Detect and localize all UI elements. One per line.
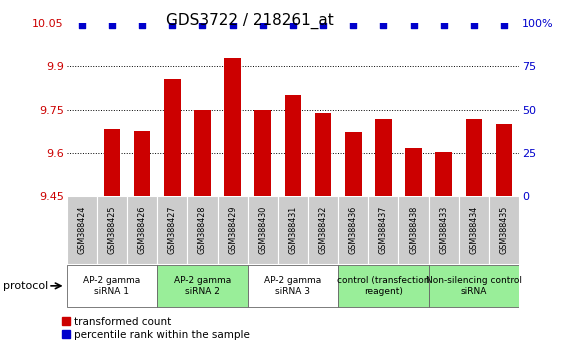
- Point: [288, 22, 298, 28]
- Text: protocol: protocol: [3, 281, 48, 291]
- Point: [137, 22, 147, 28]
- Text: AP-2 gamma
siRNA 2: AP-2 gamma siRNA 2: [174, 276, 231, 296]
- Bar: [134, 131, 150, 196]
- Bar: [436, 152, 452, 196]
- Text: AP-2 gamma
siRNA 3: AP-2 gamma siRNA 3: [264, 276, 321, 296]
- Point: [409, 22, 418, 28]
- Bar: [255, 110, 271, 196]
- FancyBboxPatch shape: [97, 196, 127, 264]
- Point: [379, 22, 388, 28]
- Text: GSM388425: GSM388425: [107, 206, 117, 255]
- Text: GSM388424: GSM388424: [77, 206, 86, 254]
- Text: control (transfection
reagent): control (transfection reagent): [337, 276, 430, 296]
- FancyBboxPatch shape: [187, 196, 218, 264]
- Text: Non-silencing control
siRNA: Non-silencing control siRNA: [426, 276, 522, 296]
- Text: GSM388426: GSM388426: [137, 206, 147, 254]
- Text: GSM388434: GSM388434: [469, 206, 478, 254]
- Point: [469, 22, 478, 28]
- Text: GSM388428: GSM388428: [198, 206, 207, 254]
- Bar: [285, 95, 301, 196]
- Text: GSM388436: GSM388436: [349, 206, 358, 254]
- Text: GSM388429: GSM388429: [228, 206, 237, 255]
- Bar: [104, 130, 120, 196]
- FancyBboxPatch shape: [429, 196, 459, 264]
- Text: GSM388431: GSM388431: [288, 206, 298, 254]
- Text: GSM388430: GSM388430: [258, 206, 267, 254]
- Bar: [194, 110, 211, 196]
- Text: GSM388435: GSM388435: [499, 206, 509, 254]
- Point: [439, 22, 448, 28]
- FancyBboxPatch shape: [218, 196, 248, 264]
- FancyBboxPatch shape: [157, 265, 248, 307]
- Point: [228, 22, 237, 28]
- Text: GSM388427: GSM388427: [168, 206, 177, 255]
- Text: GSM388437: GSM388437: [379, 206, 388, 254]
- Point: [318, 22, 328, 28]
- Text: GSM388432: GSM388432: [318, 206, 328, 254]
- FancyBboxPatch shape: [459, 196, 489, 264]
- FancyBboxPatch shape: [489, 196, 519, 264]
- FancyBboxPatch shape: [398, 196, 429, 264]
- Text: GDS3722 / 218261_at: GDS3722 / 218261_at: [165, 12, 334, 29]
- Bar: [315, 113, 331, 196]
- FancyBboxPatch shape: [338, 196, 368, 264]
- Text: GSM388438: GSM388438: [409, 206, 418, 254]
- Bar: [224, 58, 241, 196]
- FancyBboxPatch shape: [338, 265, 429, 307]
- Legend: transformed count, percentile rank within the sample: transformed count, percentile rank withi…: [63, 317, 249, 340]
- Point: [258, 22, 267, 28]
- Text: AP-2 gamma
siRNA 1: AP-2 gamma siRNA 1: [84, 276, 140, 296]
- Point: [499, 22, 509, 28]
- FancyBboxPatch shape: [248, 196, 278, 264]
- FancyBboxPatch shape: [248, 265, 338, 307]
- Bar: [405, 148, 422, 196]
- FancyBboxPatch shape: [157, 196, 187, 264]
- Point: [349, 22, 358, 28]
- FancyBboxPatch shape: [368, 196, 398, 264]
- FancyBboxPatch shape: [127, 196, 157, 264]
- Bar: [496, 124, 512, 196]
- FancyBboxPatch shape: [67, 196, 97, 264]
- Bar: [164, 79, 180, 196]
- Point: [198, 22, 207, 28]
- Point: [107, 22, 117, 28]
- FancyBboxPatch shape: [429, 265, 519, 307]
- FancyBboxPatch shape: [67, 265, 157, 307]
- Bar: [345, 132, 361, 196]
- Bar: [375, 119, 392, 196]
- Bar: [466, 119, 482, 196]
- FancyBboxPatch shape: [278, 196, 308, 264]
- FancyBboxPatch shape: [308, 196, 338, 264]
- Point: [77, 22, 86, 28]
- Text: GSM388433: GSM388433: [439, 206, 448, 254]
- Point: [168, 22, 177, 28]
